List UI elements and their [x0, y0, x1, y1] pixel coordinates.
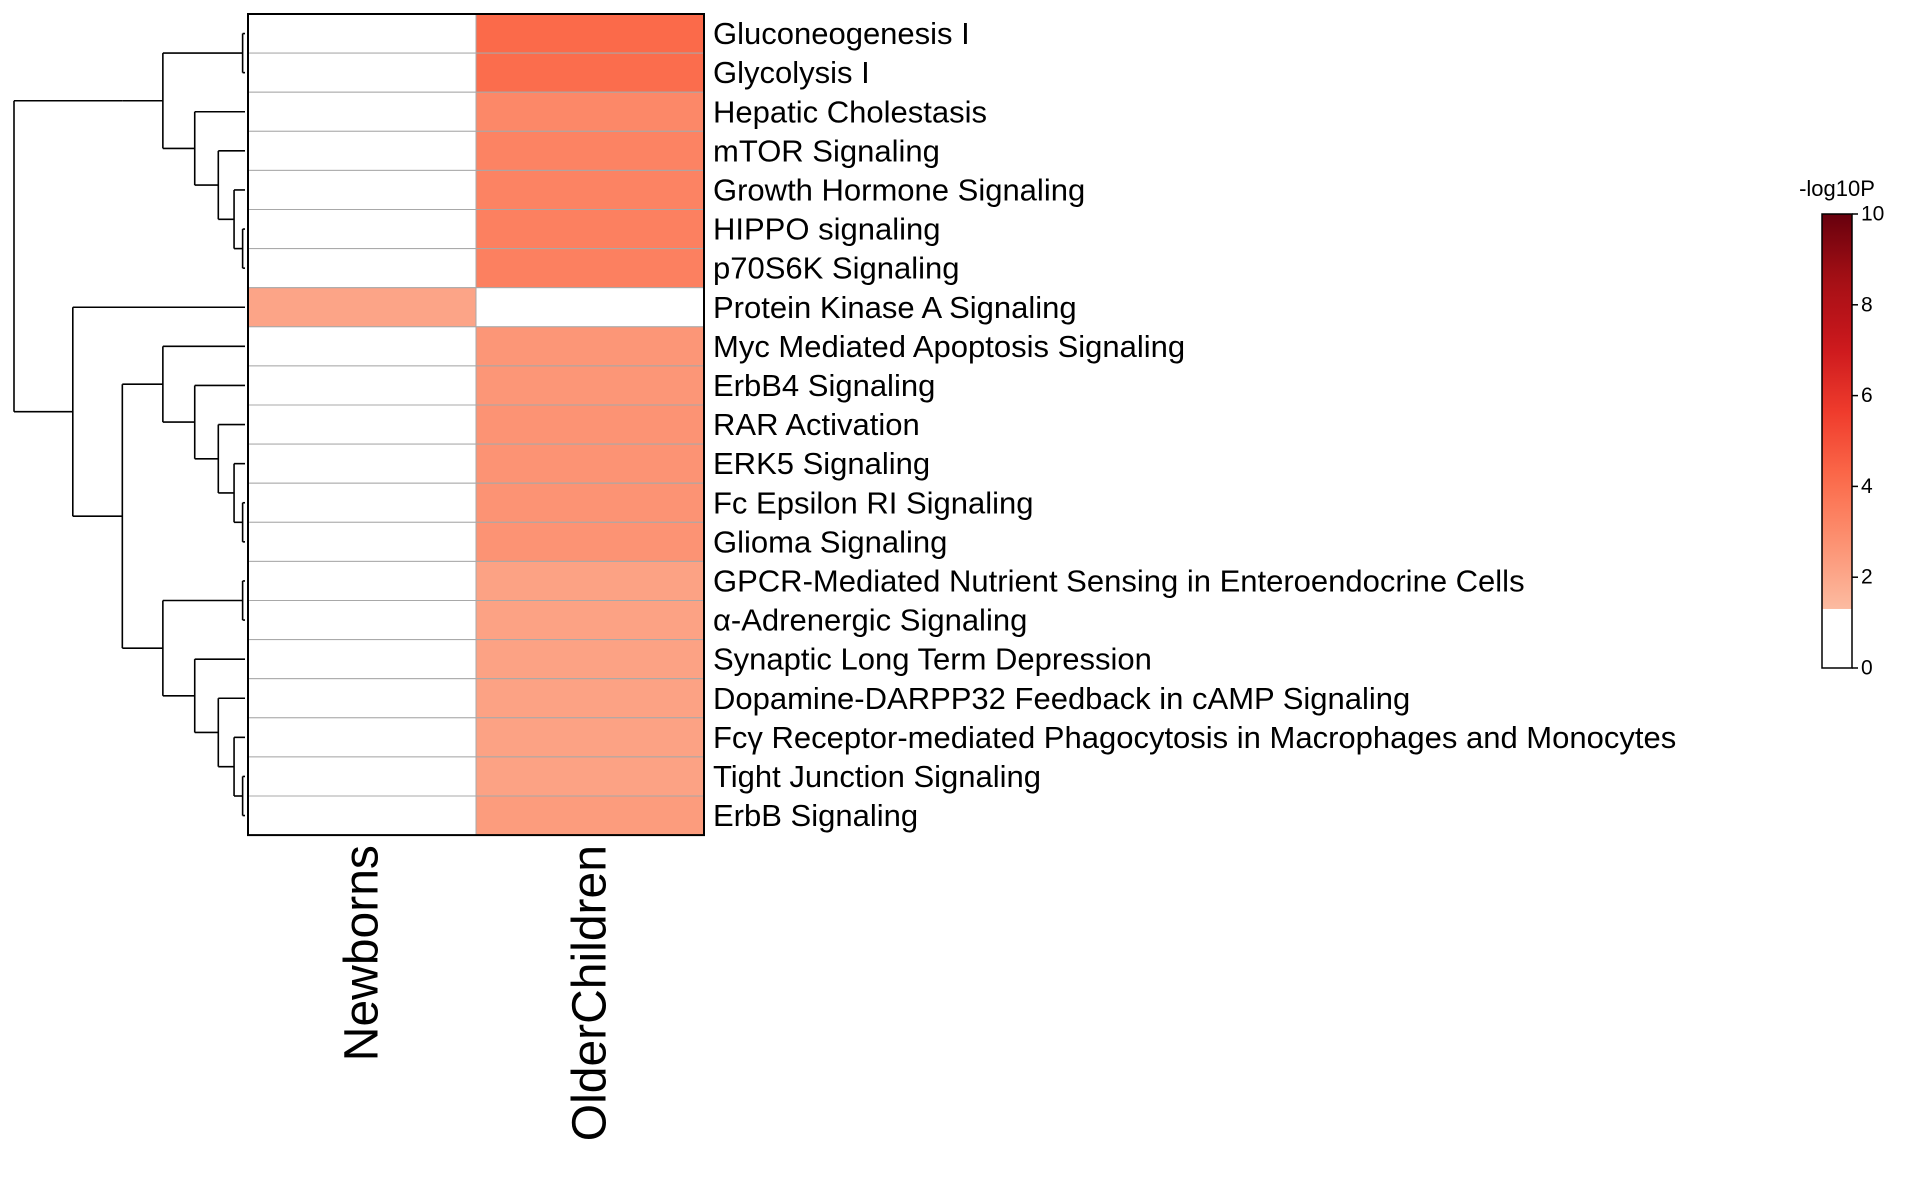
row-label-erbb-signaling: ErbB Signaling	[713, 798, 918, 833]
heatmap-cell-hippo-signaling-olderchildren	[475, 209, 705, 250]
heatmap-cell-erk5-signaling-newborns	[247, 443, 477, 484]
heatmap-cells	[247, 13, 705, 836]
column-labels: Newborns OlderChildren	[336, 845, 617, 1141]
heatmap-cell-adrenergic-signaling-olderchildren	[475, 600, 705, 641]
row-label-glioma-signaling: Glioma Signaling	[713, 524, 947, 559]
heatmap-cell-dopamine-darpp32-feedback-in-camp-signaling-newborns	[247, 678, 477, 719]
heatmap-cell-rar-activation-olderchildren	[475, 404, 705, 445]
row-label-adrenergic-signaling: α-Adrenergic Signaling	[713, 603, 1027, 638]
heatmap-cell-gpcr-mediated-nutrient-sensing-in-enteroendocrine-cells-newborns	[247, 560, 477, 602]
row-label-rar-activation: RAR Activation	[713, 407, 920, 442]
heatmap-cell-mtor-signaling-olderchildren	[475, 130, 705, 171]
row-label-synaptic-long-term-depression: Synaptic Long Term Depression	[713, 642, 1152, 677]
legend-tick-label-0: 0	[1861, 657, 1873, 680]
legend-border	[1821, 213, 1853, 669]
heatmap-cell-fc-receptor-mediated-phagocytosis-in-macrophages-and-monocytes-olderchildren	[475, 717, 705, 758]
column-label-newborns: Newborns	[336, 845, 389, 1061]
row-label-p70s6k-signaling: p70S6K Signaling	[713, 251, 959, 286]
legend-below-threshold	[1822, 608, 1852, 668]
heatmap-cell-rar-activation-newborns	[247, 404, 477, 445]
row-labels: Gluconeogenesis I Glycolysis I Hepatic Cho…	[713, 16, 1676, 833]
heatmap-cell-protein-kinase-a-signaling-newborns	[247, 287, 477, 328]
row-label-hippo-signaling: HIPPO signaling	[713, 212, 940, 247]
heatmap-cell-growth-hormone-signaling-olderchildren	[475, 169, 705, 210]
heatmap-cell-dopamine-darpp32-feedback-in-camp-signaling-olderchildren	[475, 678, 705, 719]
heatmap-cell-hepatic-cholestasis-newborns	[247, 91, 477, 132]
row-label-gpcr-mediated-nutrient-sensing-in-enteroendocrine-cells: GPCR-Mediated Nutrient Sensing in Entero…	[713, 563, 1525, 598]
row-label-myc-mediated-apoptosis-signaling: Myc Mediated Apoptosis Signaling	[713, 329, 1185, 364]
row-label-growth-hormone-signaling: Growth Hormone Signaling	[713, 172, 1085, 207]
heatmap-cell-tight-junction-signaling-newborns	[247, 756, 477, 797]
heatmap-cell-erk5-signaling-olderchildren	[475, 443, 705, 484]
legend-tick-label-6: 6	[1861, 384, 1873, 407]
heatmap-cell-erbb4-signaling-olderchildren	[475, 365, 705, 406]
heatmap-cell-myc-mediated-apoptosis-signaling-olderchildren	[475, 326, 705, 367]
row-label-tight-junction-signaling: Tight Junction Signaling	[713, 759, 1041, 794]
heatmap-cell-mtor-signaling-newborns	[247, 130, 477, 171]
legend-ticks: 0 2 4 6 8 10	[1852, 203, 1884, 680]
heatmap-cell-synaptic-long-term-depression-newborns	[247, 639, 477, 680]
heatmap-cell-glycolysis-i-olderchildren	[475, 52, 705, 93]
legend-tick-label-10: 10	[1861, 203, 1884, 226]
row-label-fc-epsilon-ri-signaling: Fc Epsilon RI Signaling	[713, 485, 1034, 520]
heatmap-border	[247, 13, 705, 837]
heatmap-cell-adrenergic-signaling-newborns	[247, 600, 477, 641]
heatmap-cell-synaptic-long-term-depression-olderchildren	[475, 639, 705, 680]
heatmap-cell-hippo-signaling-newborns	[247, 209, 477, 250]
row-label-dopamine-darpp32-feedback-in-camp-signaling: Dopamine-DARPP32 Feedback in cAMP Signal…	[713, 681, 1410, 716]
heatmap-cell-glycolysis-i-newborns	[247, 52, 477, 93]
row-label-hepatic-cholestasis: Hepatic Cholestasis	[713, 94, 987, 129]
row-label-protein-kinase-a-signaling: Protein Kinase A Signaling	[713, 290, 1077, 325]
heatmap-cell-growth-hormone-signaling-newborns	[247, 169, 477, 210]
legend-tick-label-2: 2	[1861, 566, 1873, 589]
heatmap-cell-myc-mediated-apoptosis-signaling-newborns	[247, 326, 477, 367]
heatmap-cell-tight-junction-signaling-olderchildren	[475, 756, 705, 797]
row-label-erbb4-signaling: ErbB4 Signaling	[713, 368, 935, 403]
color-legend: -log10P 0 2 4 6 8 10	[1799, 176, 1884, 680]
heatmap-cell-fc-epsilon-ri-signaling-newborns	[247, 482, 477, 523]
heatmap-cell-gluconeogenesis-i-newborns	[247, 13, 477, 54]
heatmap-cell-erbb4-signaling-newborns	[247, 365, 477, 406]
heatmap-cell-hepatic-cholestasis-olderchildren	[475, 91, 705, 132]
heatmap-cell-p70s6k-signaling-newborns	[247, 248, 477, 289]
row-label-erk5-signaling: ERK5 Signaling	[713, 446, 930, 481]
heatmap-cell-protein-kinase-a-signaling-olderchildren	[475, 287, 705, 328]
heatmap-cell-glioma-signaling-newborns	[247, 521, 477, 562]
heatmap-cell-gpcr-mediated-nutrient-sensing-in-enteroendocrine-cells-olderchildren	[475, 560, 705, 602]
heatmap-cell-glioma-signaling-olderchildren	[475, 521, 705, 562]
row-label-gluconeogenesis-i: Gluconeogenesis I	[713, 16, 970, 51]
legend-tick-label-8: 8	[1861, 293, 1873, 316]
row-label-glycolysis-i: Glycolysis I	[713, 55, 870, 90]
heatmap-cell-fc-receptor-mediated-phagocytosis-in-macrophages-and-monocytes-newborns	[247, 717, 477, 758]
row-label-fc-receptor-mediated-phagocytosis-in-macrophages-and-monocytes: Fcγ Receptor-mediated Phagocytosis in Ma…	[713, 720, 1676, 755]
column-label-olderchildren: OlderChildren	[564, 845, 617, 1141]
legend-color-bar	[1822, 214, 1852, 668]
row-dendrogram	[13, 32, 245, 817]
heatmap-cell-erbb-signaling-olderchildren	[475, 795, 705, 836]
row-label-mtor-signaling: mTOR Signaling	[713, 133, 940, 168]
heatmap-cell-fc-epsilon-ri-signaling-olderchildren	[475, 482, 705, 523]
legend-tick-label-4: 4	[1861, 475, 1873, 498]
heatmap-cell-p70s6k-signaling-olderchildren	[475, 248, 705, 289]
legend-title: -log10P	[1799, 176, 1875, 201]
heatmap-cell-erbb-signaling-newborns	[247, 795, 477, 836]
heatmap-cell-gluconeogenesis-i-olderchildren	[475, 13, 705, 54]
